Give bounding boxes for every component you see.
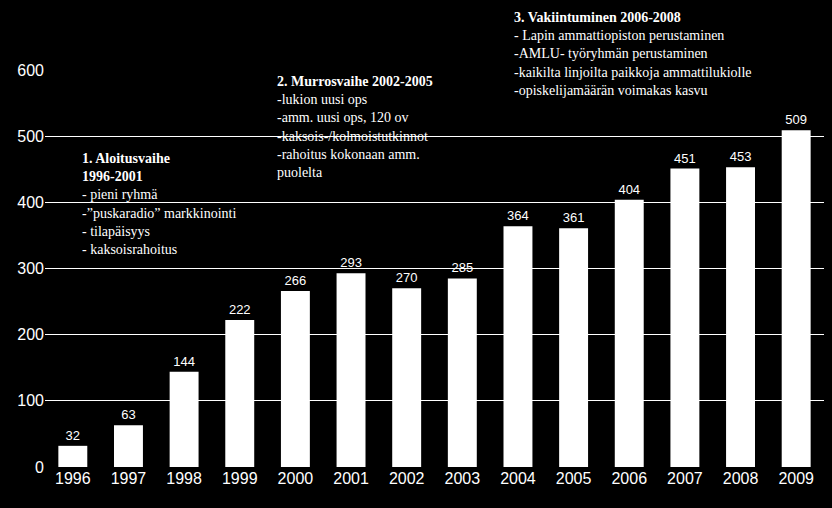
svg-text:63: 63 <box>121 407 135 422</box>
svg-text:2005: 2005 <box>556 470 592 487</box>
svg-text:364: 364 <box>507 208 529 223</box>
svg-text:285: 285 <box>451 260 473 275</box>
svg-text:2. Murrosvaihe 2002-2005-lukio: 2. Murrosvaihe 2002-2005-lukion uusi ops… <box>277 74 433 180</box>
svg-text:2008: 2008 <box>723 470 759 487</box>
svg-text:293: 293 <box>340 255 362 270</box>
svg-text:2006: 2006 <box>611 470 647 487</box>
svg-text:2003: 2003 <box>445 470 481 487</box>
svg-text:3. Vakiintuminen 2006-2008- La: 3. Vakiintuminen 2006-2008- Lapin ammatt… <box>514 10 752 98</box>
svg-text:200: 200 <box>17 326 44 343</box>
svg-text:266: 266 <box>285 273 307 288</box>
svg-text:451: 451 <box>674 151 696 166</box>
svg-text:600: 600 <box>17 62 44 79</box>
svg-text:2001: 2001 <box>333 470 369 487</box>
svg-text:222: 222 <box>229 302 251 317</box>
svg-text:453: 453 <box>730 149 752 164</box>
svg-text:361: 361 <box>563 210 585 225</box>
svg-text:1. Aloitusvaihe1996-2001- pien: 1. Aloitusvaihe1996-2001- pieni ryhmä-”p… <box>82 151 236 257</box>
svg-text:1999: 1999 <box>222 470 258 487</box>
svg-text:509: 509 <box>785 112 807 127</box>
svg-text:2009: 2009 <box>778 470 814 487</box>
svg-text:300: 300 <box>17 260 44 277</box>
svg-text:0: 0 <box>35 459 44 476</box>
svg-text:400: 400 <box>17 194 44 211</box>
svg-text:270: 270 <box>396 270 418 285</box>
svg-text:2000: 2000 <box>278 470 314 487</box>
svg-text:1998: 1998 <box>166 470 202 487</box>
svg-text:32: 32 <box>66 428 80 443</box>
svg-text:2007: 2007 <box>667 470 703 487</box>
svg-text:2002: 2002 <box>389 470 425 487</box>
svg-text:1997: 1997 <box>111 470 147 487</box>
svg-text:144: 144 <box>173 354 195 369</box>
svg-text:404: 404 <box>618 182 640 197</box>
svg-text:100: 100 <box>17 392 44 409</box>
svg-text:1996: 1996 <box>55 470 91 487</box>
svg-text:500: 500 <box>17 128 44 145</box>
svg-text:2004: 2004 <box>500 470 536 487</box>
